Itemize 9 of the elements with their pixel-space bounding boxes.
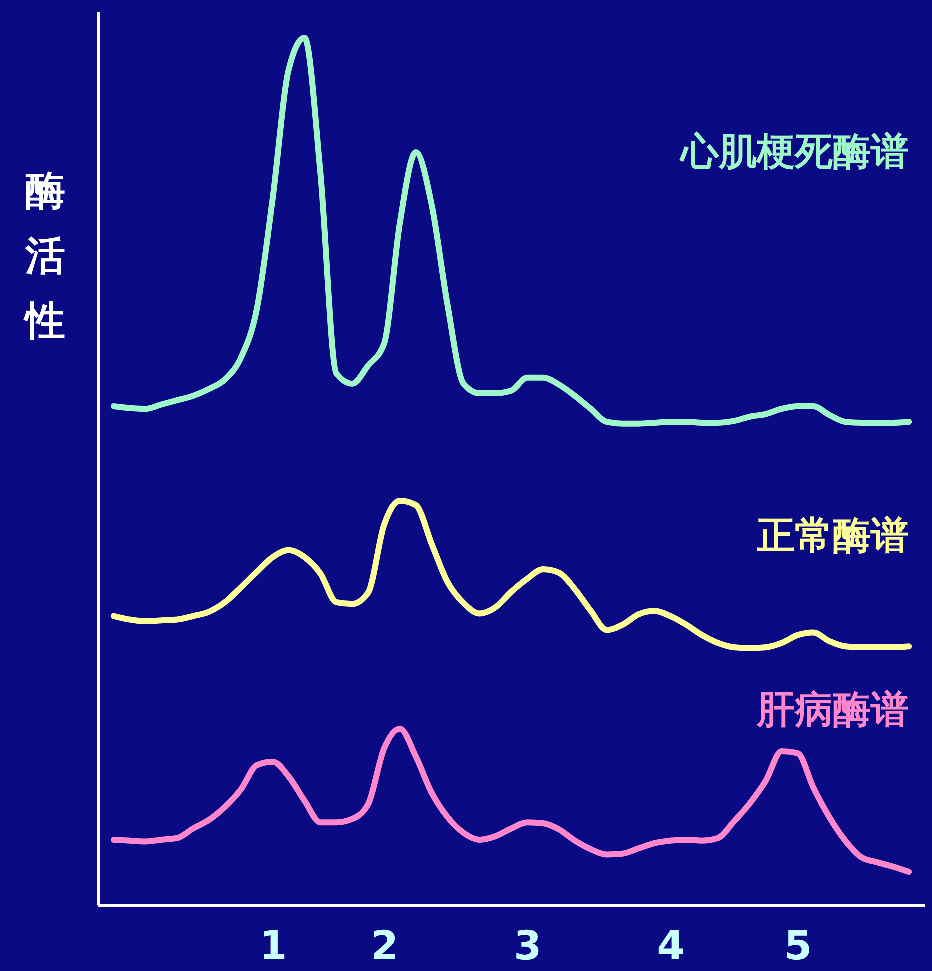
series-label: 肝病酶谱 <box>756 688 910 732</box>
text: 正常酶谱 <box>757 513 910 558</box>
x-tick-label: 3 <box>514 924 542 970</box>
x-tick-label: 4 <box>657 924 685 970</box>
x-tick-label: 5 <box>784 924 812 970</box>
x-tick-label: 2 <box>370 924 399 970</box>
text: 心肌梗死酶谱 <box>679 129 910 174</box>
x-tick-label: 1 <box>260 924 288 970</box>
y-axis-title: 酶活性 <box>24 168 66 344</box>
